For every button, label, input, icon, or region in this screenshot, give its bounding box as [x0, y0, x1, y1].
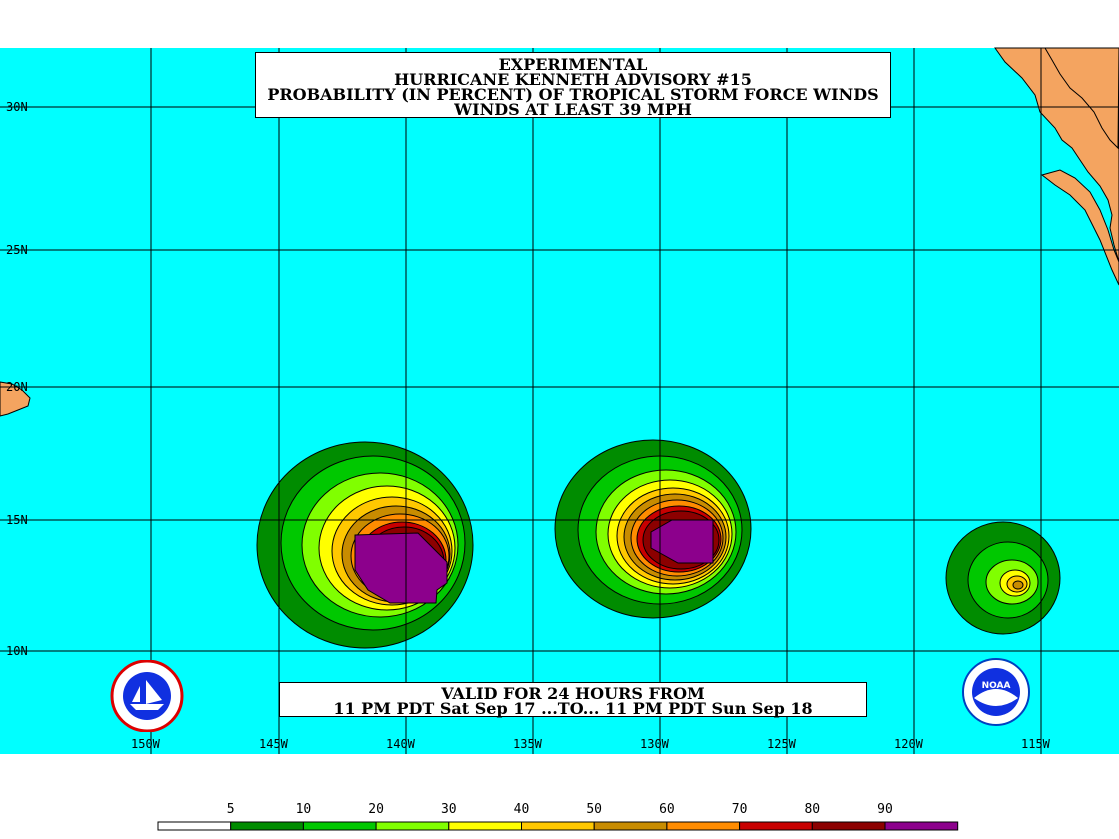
legend-swatch [666, 821, 741, 831]
lon-label-120w: 120W [894, 737, 923, 751]
legend-label: 60 [659, 802, 675, 817]
title-line-4: WINDS AT LEAST 39 MPH [454, 100, 692, 119]
storm-swath-east [945, 521, 1061, 635]
legend-swatch [448, 821, 522, 831]
lat-label-25n: 25N [6, 243, 28, 257]
legend-bar [157, 821, 959, 831]
lon-label-130w: 130W [640, 737, 669, 751]
legend-label: 40 [513, 802, 530, 817]
valid-line-1: VALID FOR 24 HOURS FROM [441, 684, 705, 703]
storm-swath-central [554, 439, 752, 619]
title-line-1: EXPERIMENTAL [498, 55, 648, 74]
mainland-mexico [1040, 169, 1119, 286]
lon-label-125w: 125W [767, 737, 796, 751]
lat-label-10n: 10N [6, 644, 28, 658]
legend-label: 50 [586, 802, 603, 817]
lon-label-135w: 135W [513, 737, 542, 751]
valid-period-box: VALID FOR 24 HOURS FROM 11 PM PDT Sat Se… [279, 682, 867, 717]
legend-label: 80 [804, 802, 821, 817]
lat-label-20n: 20N [6, 380, 28, 394]
noaa-logo-text: NOAA [982, 681, 1011, 691]
lon-label-140w: 140W [386, 737, 415, 751]
lat-label-30n: 30N [6, 100, 28, 114]
legend-swatch [302, 821, 377, 831]
nws-logo [110, 660, 184, 732]
legend-swatch [521, 821, 595, 831]
ocean-background [0, 48, 1119, 754]
legend-swatch [157, 821, 232, 831]
lat-label-15n: 15N [6, 513, 28, 527]
legend-label: 90 [877, 802, 893, 817]
title-line-2: HURRICANE KENNETH ADVISORY #15 [394, 70, 752, 89]
legend-label: 20 [368, 802, 384, 817]
legend-swatch [811, 821, 886, 831]
hawaii-island [0, 381, 31, 417]
lon-label-115w: 115W [1021, 737, 1050, 751]
lon-label-145w: 145W [259, 737, 288, 751]
legend-swatch [739, 821, 813, 831]
legend-swatch [230, 821, 304, 831]
high-prob-core-west [354, 532, 448, 604]
lon-label-150w: 150W [131, 737, 160, 751]
lat-lon-grid [0, 48, 1119, 754]
title-box: EXPERIMENTAL HURRICANE KENNETH ADVISORY … [255, 52, 891, 118]
legend-label: 70 [731, 802, 748, 817]
storm-swath-west [256, 441, 474, 649]
legend-label: 5 [226, 802, 235, 817]
legend-swatch [593, 821, 668, 831]
legend-swatch [884, 821, 959, 831]
title-line-3: PROBABILITY (IN PERCENT) OF TROPICAL STO… [267, 85, 879, 104]
baja-peninsula [1044, 47, 1119, 150]
valid-line-2: 11 PM PDT Sat Sep 17 ...TO... 11 PM PDT … [333, 699, 813, 718]
legend-swatch [375, 821, 450, 831]
legend-label: 10 [295, 802, 312, 817]
legend-label: 30 [440, 802, 457, 817]
noaa-logo: NOAA [962, 658, 1030, 726]
